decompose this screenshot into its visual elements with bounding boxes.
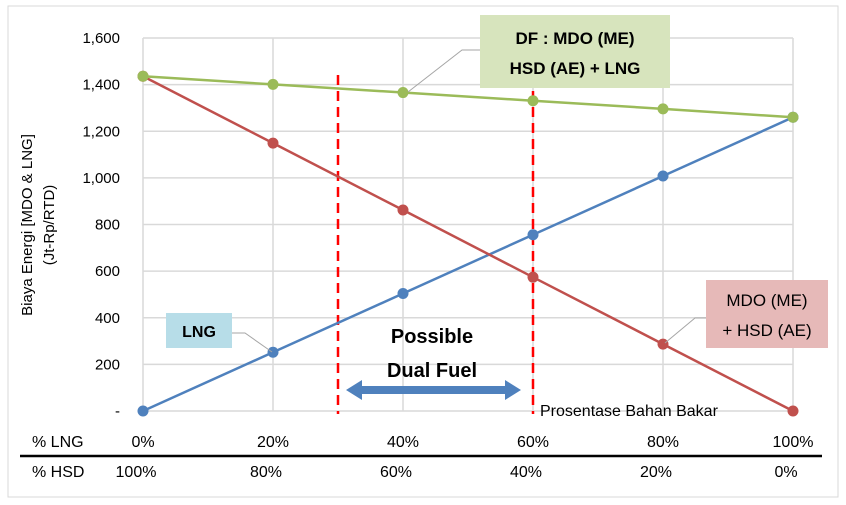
row1-tick-label: 0% [131, 434, 154, 451]
mdo-label-line1: MDO (ME) [726, 291, 807, 310]
df-label-line2: HSD (AE) + LNG [510, 59, 641, 78]
y-tick-label: 1,200 [82, 123, 120, 140]
y-tick-label: 1,000 [82, 170, 120, 187]
data-point [787, 111, 799, 123]
data-point [397, 87, 409, 99]
data-point [397, 288, 409, 300]
row2-tick-label: 100% [116, 464, 157, 481]
y-axis-label: Biaya Energi [MDO & LNG] [19, 134, 36, 316]
chart-frame [7, 5, 839, 498]
y-axis-label-unit: (Jt-Rp/RTD) [41, 185, 58, 266]
row1-tick-label: 80% [647, 434, 679, 451]
row2-tick-label: 80% [250, 464, 282, 481]
data-point [657, 103, 669, 115]
lng-label-box [166, 313, 232, 348]
data-point [527, 95, 539, 107]
row1-label: % LNG [32, 434, 84, 451]
row2-tick-label: 40% [510, 464, 542, 481]
x-axis-label: Prosentase Bahan Bakar [540, 403, 719, 420]
y-tick-label: - [115, 403, 120, 420]
y-tick-label: 600 [95, 263, 120, 280]
y-tick-label: 200 [95, 356, 120, 373]
region-label-line1: Possible [391, 326, 473, 348]
data-point [527, 271, 539, 283]
row1-tick-label: 20% [257, 434, 289, 451]
data-point [267, 78, 279, 90]
data-point [137, 70, 149, 82]
series-line-0 [142, 116, 794, 413]
mdo-label-line2: + HSD (AE) [722, 321, 811, 340]
y-tick-label: 400 [95, 310, 120, 327]
row2-label: % HSD [32, 464, 84, 481]
df-label-line1: DF : MDO (ME) [516, 29, 635, 48]
series-line-2 [142, 74, 794, 119]
leader-line [664, 317, 706, 344]
data-point [267, 137, 279, 149]
data-point [267, 346, 279, 358]
mdo-label-box [706, 280, 828, 348]
row2-tick-label: 20% [640, 464, 672, 481]
row2-tick-label: 60% [380, 464, 412, 481]
row2-tick-label: 0% [774, 464, 797, 481]
data-point [787, 405, 799, 417]
data-point [657, 338, 669, 350]
row1-tick-label: 60% [517, 434, 549, 451]
data-point [657, 170, 669, 182]
y-tick-label: 1,400 [82, 77, 120, 94]
series-line-1 [142, 75, 794, 413]
double-arrow-icon [346, 380, 521, 400]
df-label-box [480, 15, 670, 88]
leader-line [232, 332, 273, 353]
leader-line [407, 49, 480, 93]
row1-tick-label: 40% [387, 434, 419, 451]
y-tick-label: 800 [95, 217, 120, 234]
lng-label: LNG [182, 324, 216, 341]
data-point [527, 229, 539, 241]
region-label-line2: Dual Fuel [387, 360, 477, 382]
data-point [397, 204, 409, 216]
row1-tick-label: 100% [773, 434, 814, 451]
y-tick-label: 1,600 [82, 30, 120, 47]
data-point [137, 405, 149, 417]
